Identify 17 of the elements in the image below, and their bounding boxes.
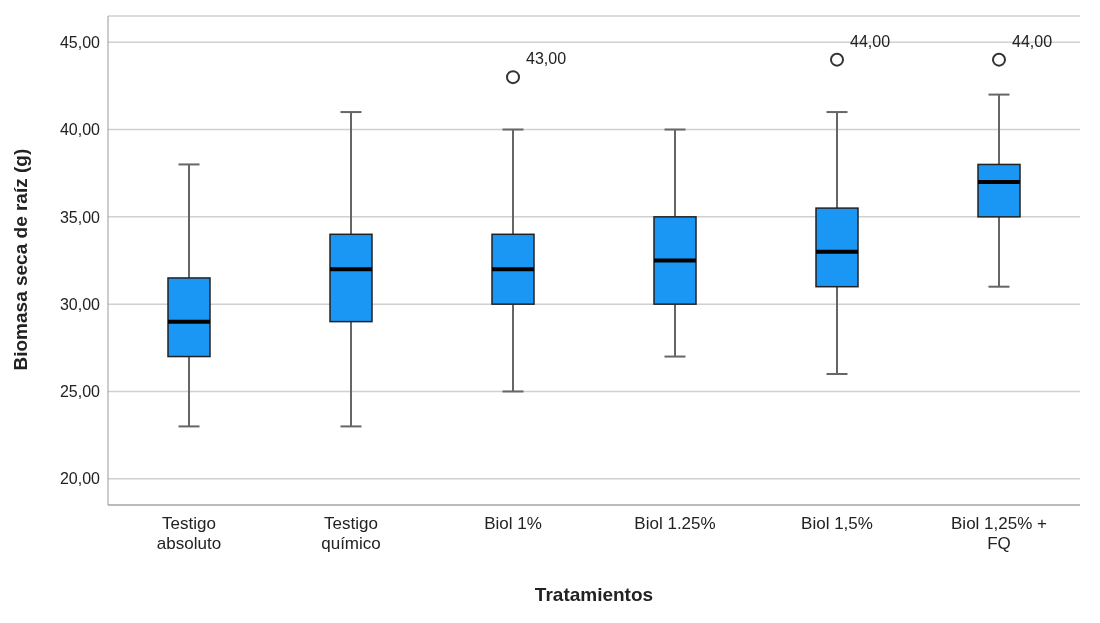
y-tick-label: 30,00 xyxy=(59,295,101,313)
x-axis-title: Tratamientos xyxy=(534,584,654,605)
y-tick-label: 45,00 xyxy=(59,33,101,51)
y-tick-label: 35,00 xyxy=(59,208,101,226)
y-axis-title: Biomasa seca de raíz (g) xyxy=(9,148,31,371)
x-tick-label: Biol 1,5% xyxy=(801,514,873,533)
annotation: 43,00 xyxy=(526,50,567,68)
x-tick-label: Testigo absoluto xyxy=(156,514,222,553)
x-tick-label: Biol 1,25% + FQ xyxy=(951,514,1048,553)
x-tick-label: Biol 1.25% xyxy=(634,514,716,533)
x-tick-label: Biol 1% xyxy=(484,514,542,533)
y-tick-label: 25,00 xyxy=(59,383,101,401)
annotation: 44,00 xyxy=(850,32,891,50)
y-tick-label: 40,00 xyxy=(59,121,101,139)
x-tick-label: Testigo químico xyxy=(321,514,381,553)
y-tick-label: 20,00 xyxy=(59,470,101,488)
annotation: 44,00 xyxy=(1012,32,1053,50)
